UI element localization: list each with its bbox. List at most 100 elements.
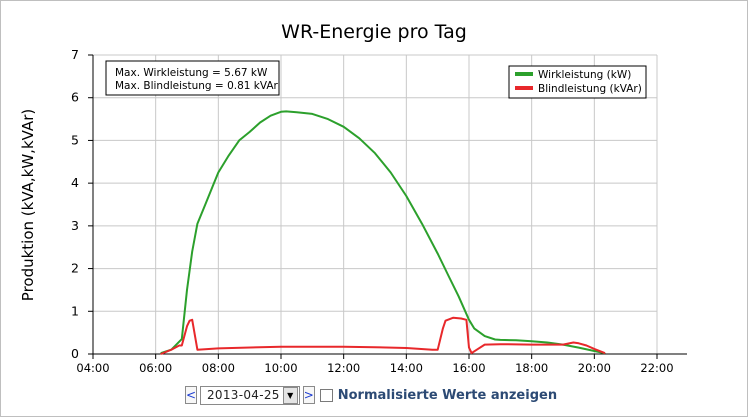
blindleistung-point <box>499 343 501 345</box>
wirkleistung-series-line <box>160 110 605 355</box>
wirkleistung-point <box>327 118 329 120</box>
wirkleistung-point <box>228 154 230 156</box>
legend-label-blindleistung: Blindleistung (kVAr) <box>538 83 642 95</box>
blindleistung-point <box>170 349 172 351</box>
triangle-down-icon[interactable]: ▼ <box>282 386 298 404</box>
blindleistung-point <box>593 348 595 350</box>
blindleistung-point <box>437 349 439 351</box>
wirkleistung-point <box>578 346 580 349</box>
y-tick-label: 4 <box>71 175 79 190</box>
blindleistung-point <box>465 319 467 321</box>
blindleistung-point <box>531 344 533 346</box>
date-value: 2013-04-25 <box>207 388 280 402</box>
blindleistung-point <box>217 347 219 350</box>
wirkleistung-point <box>358 137 360 139</box>
wirkleistung-point <box>593 350 595 352</box>
x-tick-label: 12:00 <box>327 361 360 375</box>
y-tick-label: 7 <box>71 47 79 62</box>
date-select[interactable]: 2013-04-25 ▼ <box>200 385 300 405</box>
blindleistung-point <box>444 320 447 322</box>
blindleistung-point <box>186 325 188 327</box>
y-tick-label: 0 <box>71 346 79 361</box>
max-wirkleistung-annotation: Max. Wirkleistung = 5.67 kW <box>115 67 268 79</box>
wirkleistung-point <box>285 110 287 112</box>
normalize-label[interactable]: Normalisierte Werte anzeigen <box>337 387 558 403</box>
blindleistung-point <box>189 320 191 322</box>
wirkleistung-point <box>296 111 298 113</box>
y-tick-label: 5 <box>71 132 79 147</box>
x-tick-label: 20:00 <box>578 361 611 375</box>
x-tick-label: 18:00 <box>515 361 548 375</box>
wirkleistung-point <box>515 339 517 341</box>
y-tick-label: 6 <box>71 90 79 105</box>
wirkleistung-point <box>447 274 449 276</box>
wirkleistung-point <box>374 152 376 154</box>
blindleistung-point <box>604 352 606 354</box>
blindleistung-point <box>181 344 183 347</box>
x-tick-label: 04:00 <box>76 361 109 375</box>
wirkleistung-point <box>181 338 183 340</box>
blindleistung-point <box>442 327 444 329</box>
wirkleistung-point <box>390 171 392 174</box>
blindleistung-point <box>476 349 478 351</box>
blindleistung-point <box>572 341 575 344</box>
max-info-box: Max. Wirkleistung = 5.67 kW Max. Blindle… <box>105 60 280 96</box>
x-tick-label: 08:00 <box>202 361 235 375</box>
legend: Wirkleistung (kW) Blindleistung (kVAr) <box>508 65 647 99</box>
wirkleistung-point <box>531 340 533 342</box>
wirkleistung-point <box>468 319 470 321</box>
x-tick-label: 10:00 <box>264 361 297 375</box>
blindleistung-point <box>562 344 564 346</box>
wirkleistung-point <box>249 131 251 133</box>
wirkleistung-point <box>196 223 199 225</box>
date-controls: < 2013-04-25 ▼ > Normalisierte Werte anz… <box>185 385 557 405</box>
blindleistung-point <box>578 342 580 344</box>
blindleistung-point <box>405 347 407 349</box>
blindleistung-point <box>484 344 486 346</box>
legend-swatch-wirkleistung <box>515 72 533 76</box>
wirkleistung-point <box>204 203 206 206</box>
wirkleistung-point <box>186 289 188 291</box>
wirkleistung-point <box>405 195 407 197</box>
wirkleistung-point <box>473 327 475 329</box>
x-tick-label: 22:00 <box>640 361 673 375</box>
y-axis-label: Produktion (kVA,kW,kVAr) <box>19 109 37 301</box>
blindleistung-point <box>280 346 282 348</box>
blindleistung-point <box>160 353 162 355</box>
next-day-button[interactable]: > <box>302 386 315 404</box>
wirkleistung-point <box>546 341 548 344</box>
wirkleistung-point <box>238 139 240 142</box>
wirkleistung-point <box>311 113 313 115</box>
blindleistung-point <box>178 344 180 347</box>
y-tick-label: 1 <box>71 303 79 318</box>
x-tick-label: 06:00 <box>139 361 172 375</box>
legend-swatch-blindleistung <box>515 86 533 90</box>
blindleistung-point <box>374 346 376 348</box>
blindleistung-point <box>196 349 199 351</box>
blindleistung-point <box>585 344 588 347</box>
wirkleistung-point <box>217 171 219 174</box>
blindleistung-point <box>468 346 470 349</box>
blindleistung-point <box>431 349 434 351</box>
wirkleistung-point <box>457 295 460 297</box>
chart-title: WR-Energie pro Tag <box>281 21 467 43</box>
normalize-checkbox[interactable] <box>319 388 333 402</box>
wirkleistung-point <box>280 111 282 113</box>
wirkleistung-point <box>191 250 193 253</box>
wirkleistung-point <box>259 121 261 124</box>
wirkleistung-point <box>343 126 345 128</box>
blindleistung-point <box>194 334 196 336</box>
x-tick-label: 16:00 <box>452 361 485 375</box>
wirkleistung-point <box>212 184 214 186</box>
blindleistung-point <box>460 317 462 320</box>
legend-label-wirkleistung: Wirkleistung (kW) <box>538 69 631 81</box>
wirkleistung-point <box>269 115 272 117</box>
blindleistung-point <box>343 346 345 348</box>
blindleistung-point <box>471 352 473 354</box>
prev-day-button[interactable]: < <box>185 386 197 404</box>
blindleistung-point <box>191 319 193 321</box>
y-tick-label: 2 <box>71 261 79 276</box>
wirkleistung-point <box>499 339 501 341</box>
wirkleistung-point <box>494 338 496 341</box>
